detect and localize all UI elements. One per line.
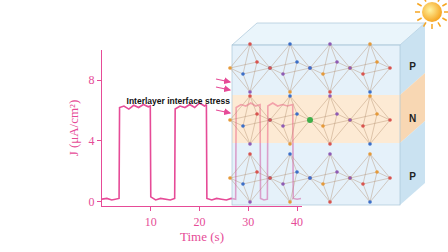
- svg-text:10: 10: [145, 215, 157, 229]
- svg-text:J (μA/cm²): J (μA/cm²): [66, 100, 81, 157]
- svg-text:N: N: [409, 113, 416, 124]
- svg-text:Interlayer interface stress: Interlayer interface stress: [127, 96, 231, 106]
- svg-text:P: P: [409, 61, 416, 72]
- svg-text:8: 8: [88, 73, 94, 87]
- svg-text:0: 0: [88, 195, 94, 209]
- svg-text:Time (s): Time (s): [180, 229, 224, 244]
- svg-text:20: 20: [194, 215, 206, 229]
- svg-text:30: 30: [242, 215, 254, 229]
- svg-text:P: P: [409, 171, 416, 182]
- svg-text:40: 40: [291, 215, 303, 229]
- svg-text:4: 4: [88, 134, 94, 148]
